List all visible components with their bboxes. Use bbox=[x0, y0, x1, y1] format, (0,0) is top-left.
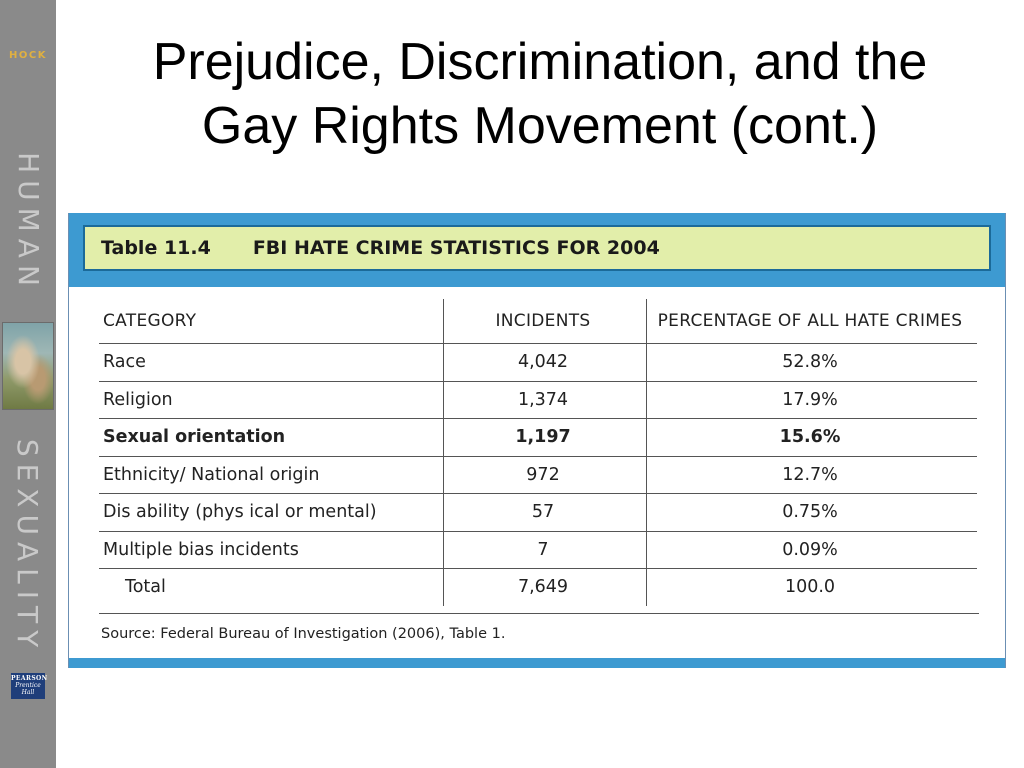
table-row: Ethnicity/ National origin 972 12.7% bbox=[99, 456, 977, 494]
row-category: Ethnicity/ National origin bbox=[99, 456, 444, 494]
row-category: Religion bbox=[99, 381, 444, 419]
row-incidents: 7 bbox=[443, 531, 647, 569]
publisher-logo: PEARSON Prentice Hall bbox=[11, 673, 48, 699]
row-incidents: 7,649 bbox=[443, 568, 647, 606]
sidebar-word-human: HUMAN bbox=[11, 142, 45, 302]
row-incidents: 1,374 bbox=[443, 381, 647, 419]
sidebar-word-human-text: HUMAN bbox=[11, 151, 45, 293]
table-source-note: Source: Federal Bureau of Investigation … bbox=[99, 613, 979, 642]
row-percentage: 52.8% bbox=[646, 343, 977, 382]
slide-title: Prejudice, Discrimination, and the Gay R… bbox=[56, 30, 1024, 158]
row-category: Dis ability (phys ical or mental) bbox=[99, 493, 444, 532]
row-percentage: 100.0 bbox=[646, 568, 977, 606]
header-incidents: INCIDENTS bbox=[443, 299, 647, 344]
header-category: CATEGORY bbox=[99, 299, 444, 344]
row-incidents: 972 bbox=[443, 456, 647, 494]
row-incidents: 4,042 bbox=[443, 343, 647, 382]
publisher-logo-line2: Prentice Hall bbox=[15, 682, 41, 696]
table-figure: Table 11.4 FBI HATE CRIME STATISTICS FOR… bbox=[68, 213, 1006, 668]
table-row: Religion 1,374 17.9% bbox=[99, 381, 977, 419]
cover-photo bbox=[2, 322, 54, 410]
row-incidents: 57 bbox=[443, 493, 647, 532]
hate-crime-table: CATEGORY INCIDENTS PERCENTAGE OF ALL HAT… bbox=[99, 299, 977, 606]
row-percentage: 0.75% bbox=[646, 493, 977, 532]
table-header-row: CATEGORY INCIDENTS PERCENTAGE OF ALL HAT… bbox=[99, 299, 977, 344]
figure-footer-bar bbox=[69, 658, 1005, 668]
table-row: Dis ability (phys ical or mental) 57 0.7… bbox=[99, 493, 977, 532]
header-percentage: PERCENTAGE OF ALL HATE CRIMES bbox=[646, 299, 977, 344]
table-row: Multiple bias incidents 7 0.09% bbox=[99, 531, 977, 569]
row-percentage: 12.7% bbox=[646, 456, 977, 494]
row-percentage: 15.6% bbox=[646, 418, 977, 457]
table-caption-text: FBI HATE CRIME STATISTICS FOR 2004 bbox=[252, 237, 660, 259]
slide-title-line2: Gay Rights Movement (cont.) bbox=[201, 97, 879, 155]
table-number: Table 11.4 bbox=[101, 237, 211, 259]
row-percentage: 0.09% bbox=[646, 531, 977, 569]
sidebar-word-sexuality-text: SEXUALITY bbox=[11, 438, 45, 654]
publisher-logo-line1: PEARSON bbox=[11, 675, 48, 682]
table-row-highlighted: Sexual orientation 1,197 15.6% bbox=[99, 418, 977, 457]
table-row: Race 4,042 52.8% bbox=[99, 343, 977, 382]
sidebar: HOCK HUMAN SEXUALITY PEARSON Prentice Ha… bbox=[0, 0, 56, 768]
sidebar-author: HOCK bbox=[9, 50, 47, 61]
row-percentage: 17.9% bbox=[646, 381, 977, 419]
row-category: Total bbox=[125, 577, 166, 598]
table-caption: Table 11.4 FBI HATE CRIME STATISTICS FOR… bbox=[83, 225, 991, 271]
row-incidents: 1,197 bbox=[443, 418, 647, 457]
row-category: Multiple bias incidents bbox=[99, 531, 444, 569]
table-total-row: Total 7,649 100.0 bbox=[99, 568, 977, 606]
row-category: Race bbox=[99, 343, 444, 382]
sidebar-word-sexuality: SEXUALITY bbox=[11, 432, 45, 660]
slide-title-line1: Prejudice, Discrimination, and the bbox=[152, 33, 928, 91]
row-category: Sexual orientation bbox=[99, 418, 444, 457]
